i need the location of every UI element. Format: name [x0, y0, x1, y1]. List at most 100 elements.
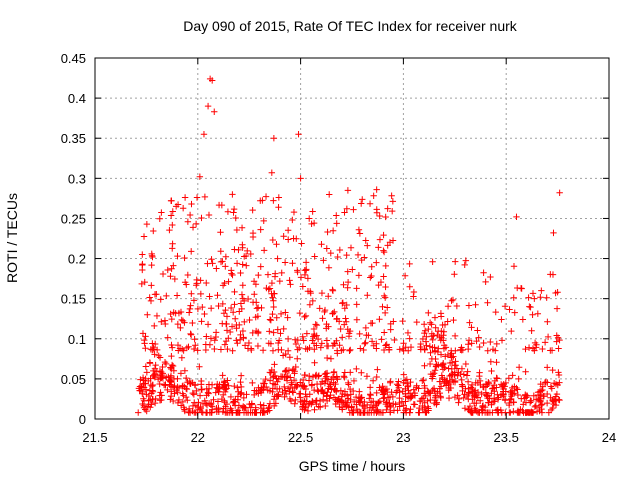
data-point [214, 380, 221, 388]
data-point [186, 211, 194, 219]
data-point [248, 346, 255, 354]
data-point [287, 383, 294, 391]
data-point [425, 309, 432, 317]
data-point [493, 358, 500, 366]
data-point [410, 288, 418, 296]
data-point [419, 377, 426, 385]
data-point [327, 249, 334, 257]
data-point [169, 397, 177, 405]
data-point [238, 224, 246, 231]
data-point [262, 383, 270, 391]
data-point [459, 387, 466, 395]
data-point [465, 395, 472, 403]
data-point [515, 364, 523, 371]
data-point [486, 395, 493, 402]
data-point [204, 102, 212, 110]
data-point [484, 409, 492, 416]
data-point [410, 386, 417, 393]
data-point [268, 290, 275, 297]
data-point [301, 313, 308, 321]
data-point [444, 318, 451, 325]
data-point [229, 347, 236, 355]
data-point [358, 369, 365, 376]
data-point [544, 390, 551, 398]
data-point [511, 309, 518, 316]
data-point [531, 347, 538, 354]
data-point [328, 375, 335, 383]
data-point [357, 200, 365, 207]
data-point [364, 401, 371, 409]
data-point [147, 375, 154, 382]
data-point [381, 294, 389, 301]
data-point [188, 290, 195, 297]
data-point [426, 343, 434, 350]
data-point [315, 403, 322, 410]
data-point [177, 324, 184, 332]
data-point [179, 382, 187, 389]
data-point [293, 383, 300, 391]
data-point [266, 400, 274, 407]
data-point [167, 364, 174, 371]
data-point [368, 263, 375, 271]
data-point [215, 302, 222, 310]
data-point [276, 277, 284, 285]
data-point [198, 318, 205, 325]
data-point [509, 372, 516, 379]
data-point [505, 375, 513, 382]
data-point [373, 373, 380, 381]
data-point [148, 382, 156, 390]
data-point [308, 382, 315, 389]
data-point [207, 335, 215, 342]
data-point [192, 220, 200, 228]
data-point [357, 394, 365, 401]
data-point [479, 402, 486, 410]
data-point [461, 405, 469, 412]
data-point [273, 314, 280, 321]
data-point [156, 215, 163, 222]
data-point [212, 389, 219, 396]
data-point [297, 175, 304, 182]
data-point [528, 397, 535, 405]
data-point [539, 345, 546, 353]
data-point [510, 399, 517, 406]
data-point [140, 384, 148, 391]
data-point [254, 329, 262, 337]
data-point [230, 209, 237, 216]
data-point [181, 407, 188, 415]
data-point [135, 409, 142, 416]
data-point [233, 337, 240, 344]
data-point [340, 281, 347, 288]
data-point [193, 194, 201, 201]
data-point [188, 200, 195, 208]
data-point [192, 341, 199, 349]
data-point [322, 402, 329, 410]
data-point [379, 383, 386, 390]
data-point [334, 253, 341, 261]
data-point [300, 337, 307, 344]
data-point [168, 265, 175, 272]
data-point [455, 369, 462, 376]
data-point [169, 240, 176, 247]
data-point [189, 319, 196, 327]
data-point [167, 310, 174, 318]
data-point [376, 315, 383, 323]
data-point [380, 248, 388, 256]
data-point [221, 341, 229, 348]
data-point [244, 345, 252, 352]
data-point [463, 372, 471, 379]
data-point [497, 381, 505, 388]
data-point [544, 364, 551, 371]
data-point [176, 345, 184, 352]
data-point [472, 406, 479, 414]
data-point [203, 392, 210, 399]
data-point [278, 269, 285, 277]
data-point [446, 372, 453, 380]
data-point [313, 342, 320, 349]
data-point [480, 384, 487, 391]
data-point [343, 205, 351, 212]
data-point [472, 301, 479, 308]
data-point [455, 395, 463, 403]
data-point [533, 341, 540, 348]
data-point [155, 352, 162, 359]
data-point [174, 399, 182, 407]
